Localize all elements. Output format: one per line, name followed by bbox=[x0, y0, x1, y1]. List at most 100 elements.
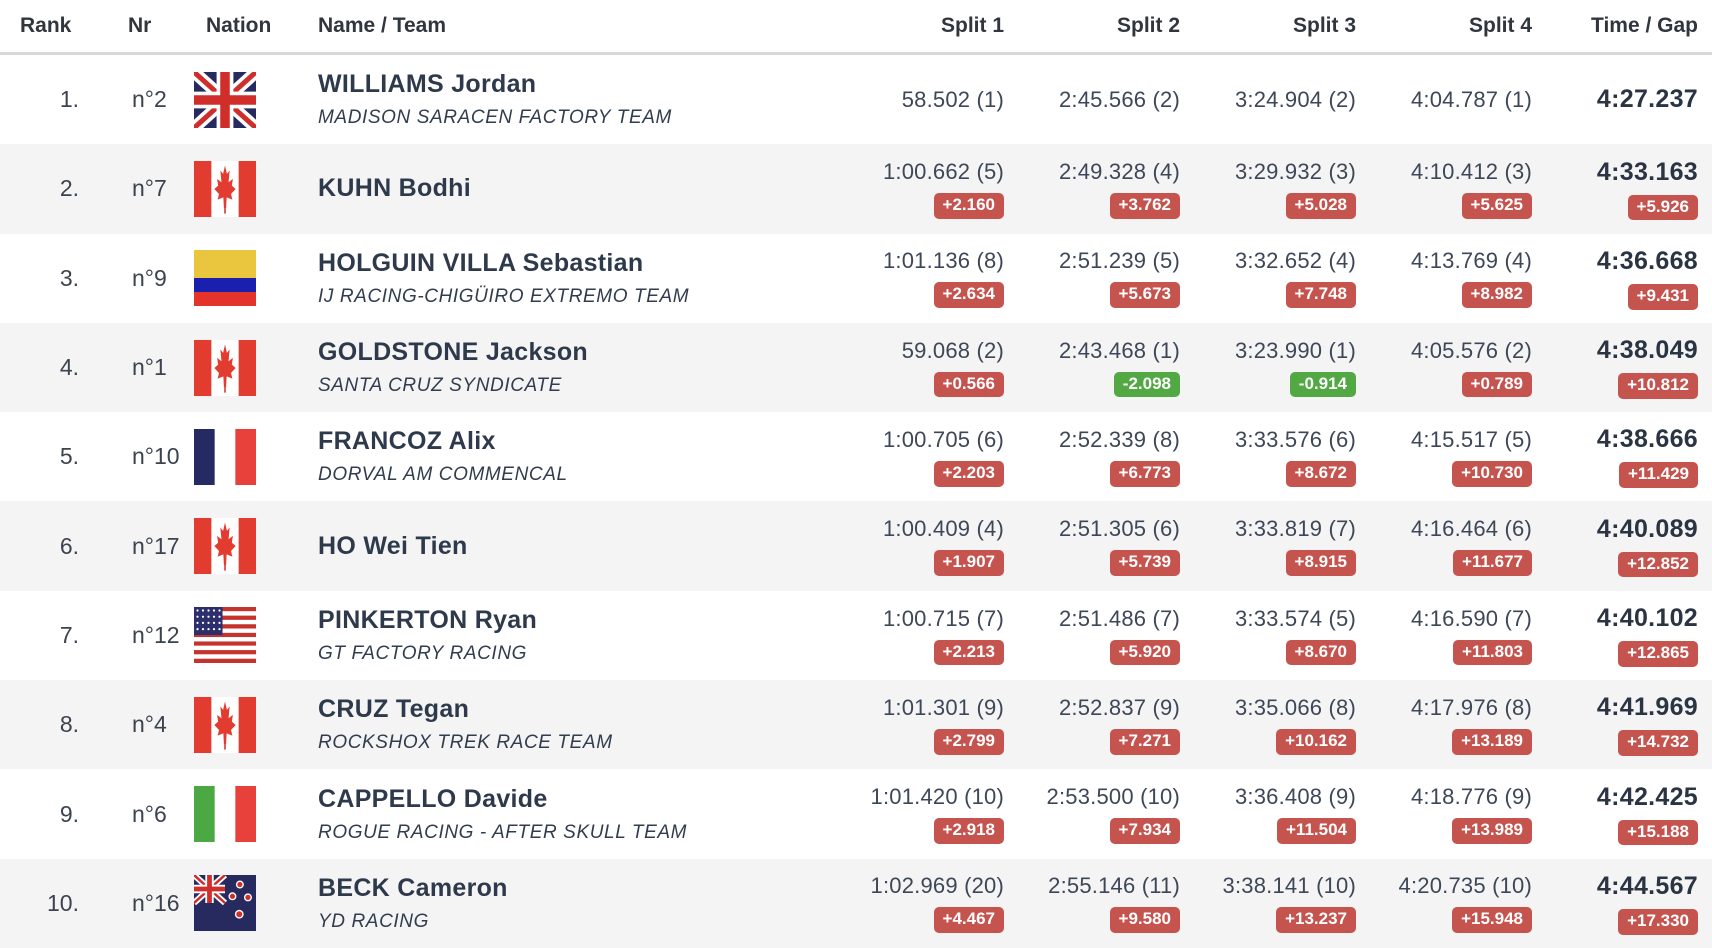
gap-badge: +0.566 bbox=[933, 371, 1004, 398]
table-row[interactable]: 1. n°2 WILLIAMS Jordan MADISON SARACEN F… bbox=[0, 55, 1712, 145]
flag-colombia-icon bbox=[194, 250, 256, 307]
time-gap-cell: 4:38.666 +11.429 bbox=[1532, 412, 1698, 501]
split-time: 2:52.339 (8) bbox=[1058, 426, 1180, 452]
table-row[interactable]: 10. n°16 BECK Cameron YD RACING 1:02.969… bbox=[0, 858, 1712, 948]
split-time: 4:15.517 (5) bbox=[1410, 426, 1532, 452]
table-row[interactable]: 8. n°4 CRUZ Tegan ROCKSHOX TREK RACE TEA… bbox=[0, 680, 1712, 770]
split-cell-1: 59.068 (2) +0.566 bbox=[828, 323, 1004, 412]
gap-badge: +11.677 bbox=[1453, 550, 1532, 576]
split-time: 2:45.566 (2) bbox=[1058, 86, 1180, 112]
gap-badge: +8.672 bbox=[1285, 460, 1356, 487]
split-time: 1:00.705 (6) bbox=[882, 426, 1004, 452]
nation-cell bbox=[180, 501, 310, 590]
split-time: 1:00.662 (5) bbox=[882, 159, 1004, 185]
rank-cell: 9. bbox=[59, 800, 79, 827]
flag-italy-icon bbox=[194, 786, 256, 843]
header-name-team: Name / Team bbox=[318, 14, 446, 37]
final-time: 4:33.163 bbox=[1596, 157, 1698, 186]
rider-name: WILLIAMS Jordan bbox=[318, 70, 537, 99]
split-time: 3:23.990 (1) bbox=[1234, 337, 1356, 363]
split-time: 58.502 (1) bbox=[901, 86, 1004, 112]
split-cell-3: 3:33.576 (6) +8.672 bbox=[1180, 412, 1356, 501]
name-team-cell: FRANCOZ Alix DORVAL AM COMMENCAL bbox=[310, 412, 828, 501]
split-time: 2:55.146 (11) bbox=[1048, 873, 1180, 899]
table-row[interactable]: 4. n°1 GOLDSTONE Jackson SANTA CRUZ SYND… bbox=[0, 322, 1712, 413]
table-row[interactable]: 3. n°9 HOLGUIN VILLA Sebastian IJ RACING… bbox=[0, 233, 1712, 323]
table-row[interactable]: 5. n°10 FRANCOZ Alix DORVAL AM COMMENCAL… bbox=[0, 412, 1712, 502]
rider-name: PINKERTON Ryan bbox=[318, 605, 538, 634]
split-time: 4:16.464 (6) bbox=[1410, 516, 1532, 542]
gap-badge: +2.634 bbox=[933, 282, 1004, 309]
split-cell-2: 2:52.837 (9) +7.271 bbox=[1004, 680, 1180, 769]
split-time: 2:43.468 (1) bbox=[1058, 337, 1180, 363]
split-cell-2: 2:55.146 (11) +9.580 bbox=[1004, 859, 1180, 948]
split-cell-2: 2:49.328 (4) +3.762 bbox=[1004, 144, 1180, 233]
final-time: 4:36.668 bbox=[1596, 246, 1698, 275]
split-cell-1: 1:01.301 (9) +2.799 bbox=[828, 680, 1004, 769]
split-cell-4: 4:17.976 (8) +13.189 bbox=[1356, 680, 1532, 769]
split-time: 1:01.301 (9) bbox=[882, 694, 1004, 720]
split-cell-3: 3:33.574 (5) +8.670 bbox=[1180, 591, 1356, 680]
gap-badge: +8.915 bbox=[1285, 550, 1356, 576]
team-name: ROGUE RACING - AFTER SKULL TEAM bbox=[318, 821, 688, 843]
bib-number: n°16 bbox=[132, 889, 180, 916]
split-time: 3:24.904 (2) bbox=[1234, 86, 1356, 112]
split-cell-1: 1:00.715 (7) +2.213 bbox=[828, 591, 1004, 680]
name-team-cell: KUHN Bodhi bbox=[310, 144, 828, 233]
rider-name: HOLGUIN VILLA Sebastian bbox=[318, 248, 644, 277]
split-cell-2: 2:45.566 (2) bbox=[1004, 55, 1180, 144]
gap-badge: +0.789 bbox=[1461, 371, 1532, 398]
gap-badge: -0.914 bbox=[1289, 371, 1356, 398]
split-cell-4: 4:13.769 (4) +8.982 bbox=[1356, 234, 1532, 323]
gap-badge: +2.918 bbox=[933, 818, 1004, 844]
header-split3: Split 3 bbox=[1292, 14, 1356, 37]
gap-badge: +5.625 bbox=[1461, 193, 1532, 219]
time-gap-cell: 4:27.237 bbox=[1532, 55, 1698, 144]
rider-name: KUHN Bodhi bbox=[318, 174, 471, 203]
gap-badge: +9.580 bbox=[1109, 907, 1180, 934]
split-time: 2:51.486 (7) bbox=[1058, 605, 1180, 631]
time-gap-cell: 4:41.969 +14.732 bbox=[1532, 680, 1698, 769]
header-nr: Nr bbox=[128, 14, 152, 37]
table-row[interactable]: 9. n°6 CAPPELLO Davide ROGUE RACING - AF… bbox=[0, 769, 1712, 859]
flag-canada-icon bbox=[194, 160, 256, 217]
split-cell-1: 1:01.420 (10) +2.918 bbox=[828, 769, 1004, 858]
gap-badge: +5.739 bbox=[1109, 550, 1180, 576]
split-cell-4: 4:04.787 (1) bbox=[1356, 55, 1532, 144]
time-gap-cell: 4:40.089 +12.852 bbox=[1532, 501, 1698, 590]
table-row[interactable]: 7. n°12 PINKERTON Ryan GT FACTORY RACING… bbox=[0, 590, 1712, 681]
time-gap-cell: 4:38.049 +10.812 bbox=[1532, 323, 1698, 412]
split-cell-3: 3:29.932 (3) +5.028 bbox=[1180, 144, 1356, 233]
split-time: 2:51.239 (5) bbox=[1058, 248, 1180, 274]
split-time: 1:00.715 (7) bbox=[882, 605, 1004, 631]
flag-great-britain-icon bbox=[194, 71, 256, 128]
gap-badge: +2.213 bbox=[933, 639, 1004, 666]
gap-badge: +5.920 bbox=[1109, 639, 1180, 666]
bib-number: n°1 bbox=[132, 354, 167, 381]
gap-badge: +13.989 bbox=[1452, 818, 1532, 844]
split-cell-4: 4:18.776 (9) +13.989 bbox=[1356, 769, 1532, 858]
final-time: 4:38.049 bbox=[1596, 336, 1698, 365]
split-cell-1: 1:00.662 (5) +2.160 bbox=[828, 144, 1004, 233]
split-time: 3:36.408 (9) bbox=[1234, 784, 1356, 810]
flag-new-zealand-icon bbox=[194, 875, 256, 932]
table-row[interactable]: 6. n°17 HO Wei Tien 1:00.409 (4) +1.907 2… bbox=[0, 501, 1712, 591]
name-team-cell: WILLIAMS Jordan MADISON SARACEN FACTORY … bbox=[310, 55, 828, 144]
gap-badge: +2.160 bbox=[933, 193, 1004, 219]
split-time: 2:52.837 (9) bbox=[1058, 694, 1180, 720]
table-row[interactable]: 2. n°7 KUHN Bodhi 1:00.662 (5) +2.160 2:4… bbox=[0, 144, 1712, 234]
split-time: 3:35.066 (8) bbox=[1234, 694, 1356, 720]
name-team-cell: CAPPELLO Davide ROGUE RACING - AFTER SKU… bbox=[310, 769, 828, 858]
name-team-cell: PINKERTON Ryan GT FACTORY RACING bbox=[310, 591, 828, 680]
rank-cell: 2. bbox=[59, 175, 79, 202]
header-rank: Rank bbox=[20, 14, 72, 37]
bib-number: n°7 bbox=[132, 175, 167, 202]
split-time: 3:33.576 (6) bbox=[1234, 426, 1356, 452]
split-time: 2:53.500 (10) bbox=[1046, 784, 1180, 810]
gap-badge: +8.982 bbox=[1461, 282, 1532, 309]
flag-france-icon bbox=[194, 428, 256, 485]
gap-badge: +3.762 bbox=[1109, 193, 1180, 219]
flag-canada-icon bbox=[194, 518, 256, 575]
split-time: 4:18.776 (9) bbox=[1410, 784, 1532, 810]
gap-badge: +15.948 bbox=[1452, 907, 1532, 934]
